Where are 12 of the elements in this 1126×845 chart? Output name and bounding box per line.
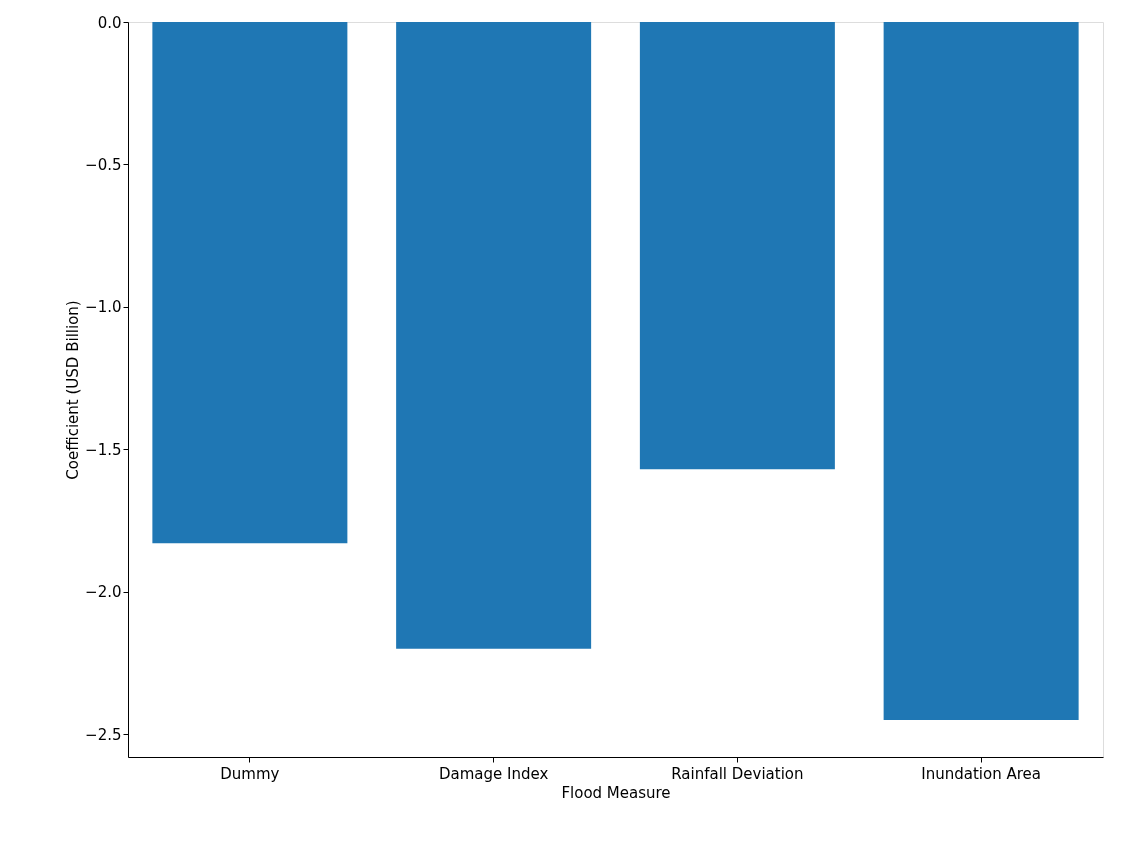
y-tick-label: −0.5 xyxy=(85,155,122,174)
x-tick-label: Damage Index xyxy=(438,764,549,783)
y-tick-label: −1.0 xyxy=(85,298,122,317)
y-tick-label: −2.0 xyxy=(85,583,122,602)
y-axis-title: Coefficient (USD Billion) xyxy=(64,300,83,480)
x-tick-label: Inundation Area xyxy=(921,764,1041,783)
y-tick-label: −2.5 xyxy=(85,725,122,744)
x-axis-title: Flood Measure xyxy=(561,783,671,802)
x-tick-label: Dummy xyxy=(220,764,280,783)
y-tick-label: −1.5 xyxy=(85,440,122,459)
x-tick-label: Rainfall Deviation xyxy=(671,764,804,783)
y-tick-label: 0.0 xyxy=(97,13,122,32)
